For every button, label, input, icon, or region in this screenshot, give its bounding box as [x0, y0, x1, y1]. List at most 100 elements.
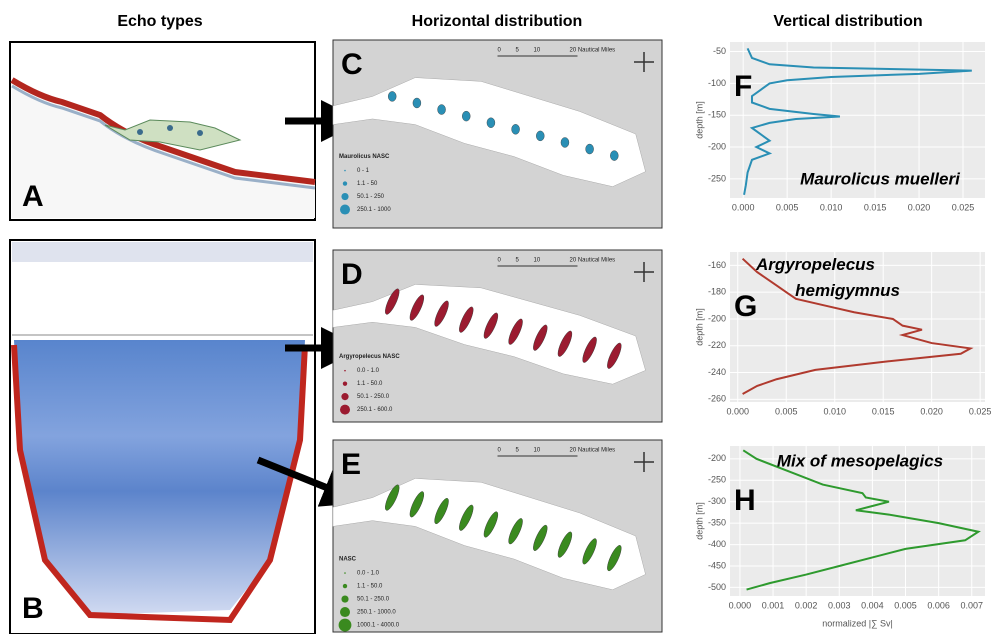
legend-marker — [341, 595, 349, 603]
survey-mark — [459, 504, 474, 531]
header: Echo types — [117, 13, 202, 30]
legend-marker — [344, 369, 346, 372]
x-tick-label: 0.025 — [952, 202, 975, 212]
scale-label: 10 — [534, 258, 541, 264]
survey-mark — [607, 342, 622, 369]
survey-mark — [388, 91, 397, 102]
survey-mark — [483, 312, 499, 339]
survey-mark — [610, 150, 619, 161]
x-tick-label: 0.007 — [960, 600, 983, 610]
north-arrow — [634, 262, 654, 282]
survey-mark — [557, 330, 573, 357]
y-tick-label: -450 — [708, 560, 726, 570]
legend-marker — [342, 381, 348, 386]
profile-line — [742, 449, 981, 591]
scale-label: 0 — [498, 448, 502, 454]
survey-mark — [434, 498, 449, 525]
scale-label: 5 — [516, 448, 520, 454]
legend-marker — [344, 169, 346, 172]
legend-title: Maurolicus NASC — [339, 154, 390, 160]
annotation: Argyropelecus hemigymnus — [755, 255, 900, 300]
legend-marker — [341, 192, 349, 201]
legend-label: 50.1 - 250.0 — [357, 394, 390, 400]
survey-mark — [462, 110, 471, 122]
profile-chart: 0.000 0.005 0.010 0.015 0.020 0.025 -160 -180 -2… — [694, 252, 991, 416]
survey-mark — [409, 294, 425, 321]
y-tick-label: -260 — [708, 394, 726, 404]
legend-marker — [344, 572, 346, 574]
header: Vertical distribution — [773, 13, 922, 30]
north-arrow — [634, 52, 654, 72]
x-tick-label: 0.004 — [861, 600, 884, 610]
annotation: Mix of mesopelagics — [777, 451, 943, 470]
y-tick-label: -300 — [708, 496, 726, 506]
y-tick-label: -400 — [708, 539, 726, 549]
map: E NASC 0.0 - 1.0 1.1 - 50.0 50.1 - 250.0 250.… — [332, 439, 663, 633]
survey-mark — [385, 484, 400, 511]
survey-mark — [459, 306, 474, 333]
legend-marker — [338, 618, 352, 632]
x-tick-label: 0.005 — [776, 202, 799, 212]
legend-marker — [341, 393, 349, 401]
profile-chart: 0.000 0.005 0.010 0.015 0.020 0.025 -50 -100 -15… — [694, 42, 985, 212]
survey-mark — [434, 300, 449, 327]
survey-mark — [607, 545, 622, 572]
x-axis-label: normalized |∑ Sv| — [822, 618, 893, 628]
y-tick-label: -500 — [708, 582, 726, 592]
scale-label: 10 — [534, 448, 541, 454]
legend-marker — [340, 204, 350, 215]
legend-label: 0.0 - 1.0 — [357, 368, 380, 374]
legend-label: 250.1 - 1000.0 — [357, 610, 396, 616]
legend-label: 1.1 - 50.0 — [357, 381, 383, 387]
survey-mark — [533, 524, 548, 551]
scale-label: 10 — [534, 48, 541, 54]
survey-mark — [511, 124, 520, 135]
y-axis-label: depth [m] — [694, 101, 704, 139]
survey-mark — [536, 130, 545, 142]
legend-marker — [340, 607, 350, 618]
survey-mark — [409, 491, 425, 518]
profile-line — [741, 257, 974, 395]
scale-label: 0 — [498, 258, 502, 264]
profile-line — [743, 47, 972, 195]
survey-mark — [412, 97, 422, 109]
y-tick-label: -220 — [708, 340, 726, 350]
y-tick-label: -250 — [708, 173, 726, 183]
legend-label: 250.1 - 1000 — [357, 207, 391, 213]
x-tick-label: 0.020 — [920, 406, 943, 416]
y-axis-label: depth [m] — [694, 502, 704, 540]
survey-mark — [437, 104, 446, 115]
y-tick-label: -250 — [708, 475, 726, 485]
panel-label: C — [341, 48, 363, 81]
profile-chart: 0.000 0.001 0.002 0.003 0.004 0.005 0.006 0.007… — [694, 446, 985, 628]
x-tick-label: 0.001 — [762, 600, 785, 610]
y-tick-label: -150 — [708, 110, 726, 120]
y-tick-label: -50 — [713, 46, 726, 56]
y-tick-label: -100 — [708, 78, 726, 88]
x-tick-label: 0.025 — [969, 406, 991, 416]
legend-label: 0 - 1 — [357, 168, 370, 174]
plot-area — [730, 446, 985, 596]
survey-mark — [585, 143, 594, 155]
north-arrow — [634, 452, 654, 472]
legend-marker — [340, 404, 350, 415]
scale-label: 5 — [516, 48, 520, 54]
y-tick-label: -180 — [708, 287, 726, 297]
scale-label: 20 Nautical Miles — [570, 48, 616, 54]
panel-label: E — [341, 448, 361, 481]
annotation: Maurolicus muelleri — [800, 169, 961, 188]
x-tick-label: 0.000 — [726, 406, 749, 416]
survey-mark — [557, 531, 573, 558]
survey-mark — [582, 538, 597, 565]
x-tick-label: 0.006 — [927, 600, 950, 610]
survey-mark — [385, 288, 400, 315]
echogram-a: A — [9, 41, 316, 221]
x-tick-label: 0.010 — [823, 406, 846, 416]
panel-label: A — [22, 180, 44, 213]
survey-mark — [533, 324, 548, 351]
y-axis-label: depth [m] — [694, 308, 704, 346]
panel-label: B — [22, 592, 44, 625]
y-tick-label: -200 — [708, 453, 726, 463]
x-tick-label: 0.000 — [732, 202, 755, 212]
